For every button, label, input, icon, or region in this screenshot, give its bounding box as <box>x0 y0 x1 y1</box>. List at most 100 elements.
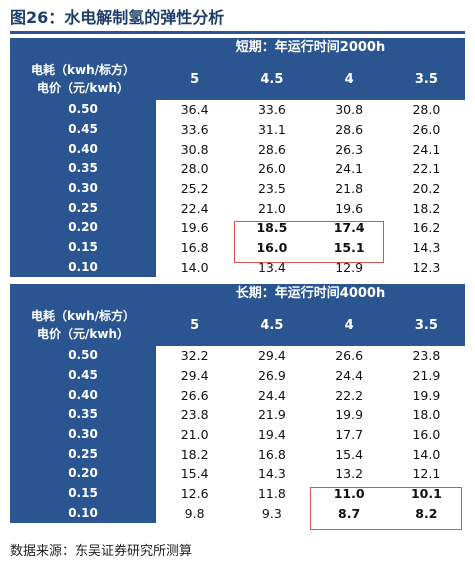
cost-cell: 32.2 <box>156 346 234 366</box>
price-label: 电价（元/kwh） <box>37 327 129 341</box>
cost-cell: 15.1 <box>310 237 388 258</box>
cost-cell: 24.4 <box>310 365 388 386</box>
cost-cell: 14.0 <box>156 257 234 278</box>
source-note: 数据来源：东吴证券研究所测算 <box>10 544 193 559</box>
table-row: 0.35 28.0 26.0 24.1 22.1 <box>10 159 465 179</box>
price-cell: 0.35 <box>10 405 156 425</box>
cost-cell: 16.0 <box>233 237 311 258</box>
price-cell: 0.15 <box>10 237 156 258</box>
cost-cell: 15.4 <box>310 444 388 465</box>
cost-cell: 26.6 <box>310 346 388 366</box>
cost-cell: 8.7 <box>310 503 388 524</box>
cost-cell: 16.0 <box>387 424 465 445</box>
cost-cell: 14.3 <box>387 237 465 258</box>
short-term-banner: 短期：年运行时间2000h <box>156 38 465 58</box>
cost-cell: 29.4 <box>233 346 311 366</box>
cost-cell: 23.8 <box>156 405 234 425</box>
cost-cell: 16.8 <box>156 237 234 258</box>
cost-cell: 15.4 <box>156 464 234 484</box>
cost-cell: 13.2 <box>310 464 388 484</box>
cost-cell: 26.6 <box>156 385 234 406</box>
cost-cell: 12.1 <box>387 464 465 484</box>
price-cell: 0.50 <box>10 346 156 366</box>
table-row: 0.20 19.6 18.5 17.4 16.2 <box>10 218 465 238</box>
cost-cell: 25.2 <box>156 178 234 199</box>
table-row: 0.25 22.4 21.0 19.6 18.2 <box>10 198 465 219</box>
cost-cell: 24.1 <box>310 159 388 179</box>
cost-cell: 16.2 <box>387 218 465 238</box>
price-cell: 0.25 <box>10 444 156 465</box>
long-term-table: 长期：年运行时间4000h 电耗（kwh/标方） 电价（元/kwh） 5 4.5… <box>10 284 465 524</box>
price-cell: 0.10 <box>10 503 156 524</box>
price-cell: 0.20 <box>10 464 156 484</box>
row-header-label: 电耗（kwh/标方） 电价（元/kwh） <box>10 304 156 346</box>
table-row: 0.40 26.6 24.4 22.2 19.9 <box>10 385 465 406</box>
table-row: 0.30 21.0 19.4 17.7 16.0 <box>10 424 465 445</box>
table-row: 0.40 30.8 28.6 26.3 24.1 <box>10 139 465 160</box>
cost-cell: 18.5 <box>233 218 311 238</box>
table-row: 0.50 36.4 33.6 30.8 28.0 <box>10 100 465 120</box>
table-row: 0.30 25.2 23.5 21.8 20.2 <box>10 178 465 199</box>
price-cell: 0.45 <box>10 365 156 386</box>
cost-cell: 28.0 <box>156 159 234 179</box>
cost-cell: 14.0 <box>387 444 465 465</box>
cost-cell: 9.8 <box>156 503 234 524</box>
column-header: 4 <box>310 304 388 346</box>
price-cell: 0.25 <box>10 198 156 219</box>
cost-cell: 18.0 <box>387 405 465 425</box>
table-row: 0.20 15.4 14.3 13.2 12.1 <box>10 464 465 484</box>
row-header-label: 电耗（kwh/标方） 电价（元/kwh） <box>10 58 156 100</box>
price-cell: 0.40 <box>10 385 156 406</box>
price-cell: 0.45 <box>10 119 156 140</box>
short-term-table: 短期：年运行时间2000h 电耗（kwh/标方） 电价（元/kwh） 5 4.5… <box>10 38 465 278</box>
table-row: 0.45 33.6 31.1 28.6 26.0 <box>10 119 465 140</box>
cost-cell: 8.2 <box>387 503 465 524</box>
cost-cell: 12.3 <box>387 257 465 278</box>
price-cell: 0.40 <box>10 139 156 160</box>
cost-cell: 36.4 <box>156 100 234 120</box>
cost-cell: 11.8 <box>233 483 311 504</box>
cost-cell: 16.8 <box>233 444 311 465</box>
table-row: 0.10 9.8 9.3 8.7 8.2 <box>10 503 465 524</box>
cost-cell: 22.4 <box>156 198 234 219</box>
cost-cell: 22.1 <box>387 159 465 179</box>
price-cell: 0.30 <box>10 178 156 199</box>
column-header: 5 <box>156 304 234 346</box>
column-header: 5 <box>156 58 234 100</box>
cost-cell: 10.1 <box>387 483 465 504</box>
column-header: 4 <box>310 58 388 100</box>
cost-cell: 33.6 <box>156 119 234 140</box>
cost-cell: 19.6 <box>156 218 234 238</box>
cost-cell: 12.6 <box>156 483 234 504</box>
price-cell: 0.10 <box>10 257 156 278</box>
table-row: 0.35 23.8 21.9 19.9 18.0 <box>10 405 465 425</box>
cost-cell: 26.0 <box>387 119 465 140</box>
table-row: 0.15 12.6 11.8 11.0 10.1 <box>10 483 465 504</box>
title-divider <box>10 31 465 34</box>
cost-cell: 22.2 <box>310 385 388 406</box>
cost-cell: 21.8 <box>310 178 388 199</box>
cost-cell: 21.0 <box>233 198 311 219</box>
long-term-banner: 长期：年运行时间4000h <box>156 284 465 304</box>
cost-cell: 19.9 <box>310 405 388 425</box>
column-header: 4.5 <box>233 304 311 346</box>
table-row: 0.15 16.8 16.0 15.1 14.3 <box>10 237 465 258</box>
cost-cell: 28.6 <box>233 139 311 160</box>
table-row: 0.50 32.2 29.4 26.6 23.8 <box>10 346 465 366</box>
price-cell: 0.35 <box>10 159 156 179</box>
cost-cell: 30.8 <box>310 100 388 120</box>
cost-cell: 26.0 <box>233 159 311 179</box>
cost-cell: 19.9 <box>387 385 465 406</box>
cost-cell: 19.6 <box>310 198 388 219</box>
column-header: 4.5 <box>233 58 311 100</box>
cost-cell: 33.6 <box>233 100 311 120</box>
cost-cell: 9.3 <box>233 503 311 524</box>
cost-cell: 24.1 <box>387 139 465 160</box>
cost-cell: 18.2 <box>156 444 234 465</box>
cost-cell: 13.4 <box>233 257 311 278</box>
cost-cell: 29.4 <box>156 365 234 386</box>
table-row: 0.45 29.4 26.9 24.4 21.9 <box>10 365 465 386</box>
cost-cell: 26.9 <box>233 365 311 386</box>
table-row: 0.25 18.2 16.8 15.4 14.0 <box>10 444 465 465</box>
table-row: 0.10 14.0 13.4 12.9 12.3 <box>10 257 465 278</box>
